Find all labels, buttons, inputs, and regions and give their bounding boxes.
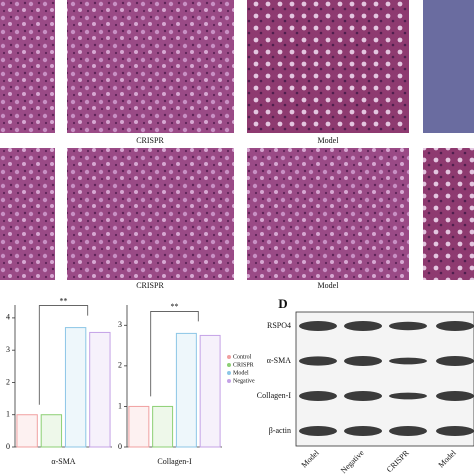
legend-swatch [227, 379, 231, 383]
band [344, 426, 382, 436]
panel-label: D [278, 296, 287, 311]
band [344, 356, 382, 366]
bar [40, 414, 63, 448]
y-tick-label: 3 [118, 320, 122, 329]
image-label: CRISPR [136, 136, 164, 145]
image [423, 0, 474, 133]
bar [199, 334, 221, 448]
image [0, 148, 55, 280]
band [299, 426, 337, 436]
significance: ** [60, 296, 68, 305]
image [247, 148, 409, 280]
band [436, 321, 474, 331]
blot-frame [295, 311, 474, 447]
bar [128, 405, 150, 448]
band [344, 321, 382, 331]
bar [89, 331, 111, 448]
band [389, 357, 427, 365]
y-tick-label: 4 [6, 313, 10, 322]
image [423, 148, 474, 280]
legend-swatch [227, 371, 231, 375]
y-tick-label: 1 [6, 410, 10, 419]
row-label: RSPO4 [267, 321, 291, 330]
legend-label: CRISPR [233, 362, 254, 368]
legend-swatch [227, 363, 231, 367]
blot: D [278, 296, 474, 447]
y-tick-label: 1 [118, 401, 122, 410]
column-label: CRISPR [385, 448, 411, 474]
bar [64, 327, 87, 448]
column-label: Model [300, 448, 322, 470]
band [389, 321, 427, 331]
band [299, 321, 337, 331]
histology: CRISPR Model CRISPR Model [0, 0, 474, 290]
bar [16, 414, 38, 448]
bracket [38, 305, 89, 405]
y-tick-label: 0 [118, 442, 122, 451]
bar [175, 332, 197, 448]
band [436, 426, 474, 436]
image-label: CRISPR [136, 281, 164, 290]
row-label: α-SMA [267, 356, 291, 365]
image-label: Model [318, 281, 340, 290]
row-label: β-actin [269, 426, 291, 435]
x-label: Collagen-I [157, 457, 192, 466]
band [389, 426, 427, 436]
bracket [150, 311, 199, 397]
row-label: Collagen-I [257, 391, 292, 400]
legend-label: Control [233, 354, 252, 360]
legend-label: Model [233, 370, 249, 376]
image [247, 0, 409, 133]
image-label: Model [318, 136, 340, 145]
legend-swatch [227, 355, 231, 359]
y-tick-label: 0 [6, 442, 10, 451]
x-label: α-SMA [51, 457, 75, 466]
y-tick-label: 2 [118, 361, 122, 370]
column-label: Negative [339, 448, 366, 474]
image [0, 0, 55, 133]
image [67, 148, 234, 280]
band [299, 391, 337, 401]
band [344, 391, 382, 401]
band [299, 356, 337, 366]
image [67, 0, 234, 133]
significance: ** [171, 302, 179, 311]
band [436, 391, 474, 401]
y-tick-label: 3 [6, 345, 10, 354]
band [389, 392, 427, 400]
column-label: Model [437, 448, 459, 470]
y-tick-label: 2 [6, 377, 10, 386]
band [436, 356, 474, 366]
bar [152, 405, 174, 448]
legend-label: Negative [233, 378, 255, 384]
